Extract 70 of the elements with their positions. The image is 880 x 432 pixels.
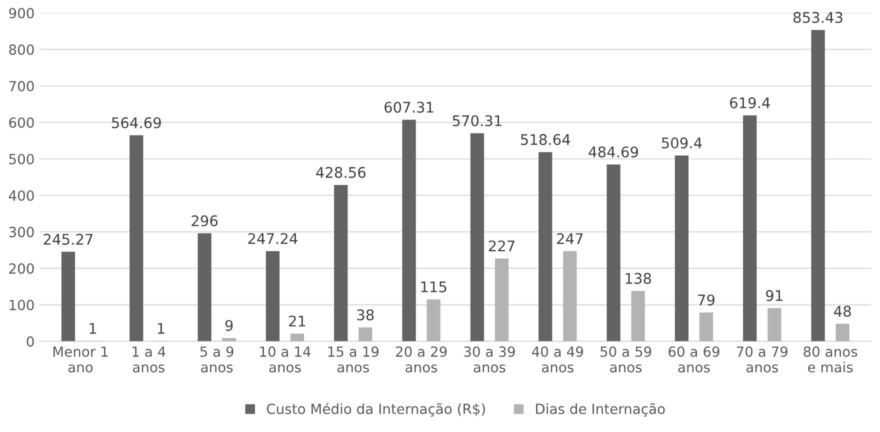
bar — [290, 334, 304, 342]
y-tick-label: 100 — [10, 300, 34, 310]
bar — [334, 184, 348, 342]
bar — [606, 164, 620, 342]
x-tick-label: 70 a 79 anos — [736, 346, 788, 372]
bar — [402, 120, 416, 342]
data-label: 484.69 — [588, 146, 638, 158]
data-label: 48 — [834, 306, 851, 317]
data-label: 247 — [557, 233, 583, 244]
bar — [358, 327, 372, 342]
x-tick-label: 20 a 29 anos — [396, 346, 447, 372]
legend-label: Custo Médio da Internação (R$) — [266, 402, 485, 417]
bar — [222, 338, 236, 342]
y-tick-label: 500 — [9, 154, 34, 164]
data-label: 564.69 — [112, 117, 161, 128]
x-tick-label: 10 a 14 anos — [260, 346, 311, 372]
bar — [743, 115, 757, 342]
bar — [699, 312, 714, 342]
bar — [563, 251, 577, 342]
bar — [494, 258, 509, 342]
data-label: 428.56 — [316, 166, 366, 178]
bar — [538, 152, 552, 342]
data-label: 227 — [488, 240, 514, 252]
legend-label: Dias de Internação — [536, 403, 665, 417]
data-label: 247.24 — [248, 233, 298, 244]
bar — [61, 252, 76, 342]
data-label: 296 — [192, 215, 218, 226]
x-tick-label: 50 a 59 anos — [600, 346, 652, 372]
data-label: 9 — [225, 320, 233, 332]
data-label: 138 — [626, 272, 651, 284]
data-label: 79 — [698, 294, 714, 306]
bar — [198, 233, 212, 342]
bar — [811, 30, 825, 342]
bar — [266, 251, 280, 342]
bar — [130, 135, 144, 342]
y-tick-label: 700 — [9, 80, 34, 92]
y-tick-label: 900 — [9, 8, 34, 18]
bar — [674, 155, 689, 342]
x-tick-label: 5 a 9 anos — [200, 346, 234, 372]
data-label: 1 — [90, 323, 96, 334]
y-tick-label: 400 — [8, 190, 34, 201]
data-label: 115 — [421, 281, 446, 292]
data-label: 91 — [766, 290, 782, 302]
y-tick-label: 600 — [9, 117, 34, 128]
x-tick-label: 30 a 39 anos — [464, 346, 515, 372]
data-label: 245.27 — [44, 234, 92, 245]
x-tick-label: 60 a 69 anos — [668, 346, 720, 372]
data-label: 518.64 — [520, 134, 570, 146]
y-tick-label: 300 — [9, 226, 34, 238]
x-tick-label: 15 a 19 anos — [328, 346, 379, 372]
y-tick-label: 800 — [9, 44, 34, 55]
y-tick-label: 0 — [26, 336, 34, 347]
data-label: 853.43 — [794, 12, 842, 23]
bar — [631, 290, 645, 342]
bar — [836, 324, 850, 342]
data-label: 509.4 — [662, 137, 702, 148]
data-label: 619.4 — [730, 97, 770, 108]
x-tick-label: 1 a 4 anos — [132, 346, 166, 372]
x-tick-label: Menor 1 ano — [53, 346, 108, 372]
data-label: 1 — [158, 323, 164, 334]
bar — [768, 308, 782, 342]
data-label: 607.31 — [384, 102, 434, 113]
bar — [426, 299, 440, 342]
data-label: 38 — [357, 309, 374, 320]
x-tick-label: 80 anos e mais — [804, 346, 858, 372]
x-tick-label: 40 a 49 anos — [532, 346, 584, 372]
bar — [470, 133, 484, 342]
data-label: 570.31 — [452, 115, 502, 126]
y-tick-label: 200 — [9, 263, 34, 274]
data-label: 21 — [289, 316, 306, 326]
